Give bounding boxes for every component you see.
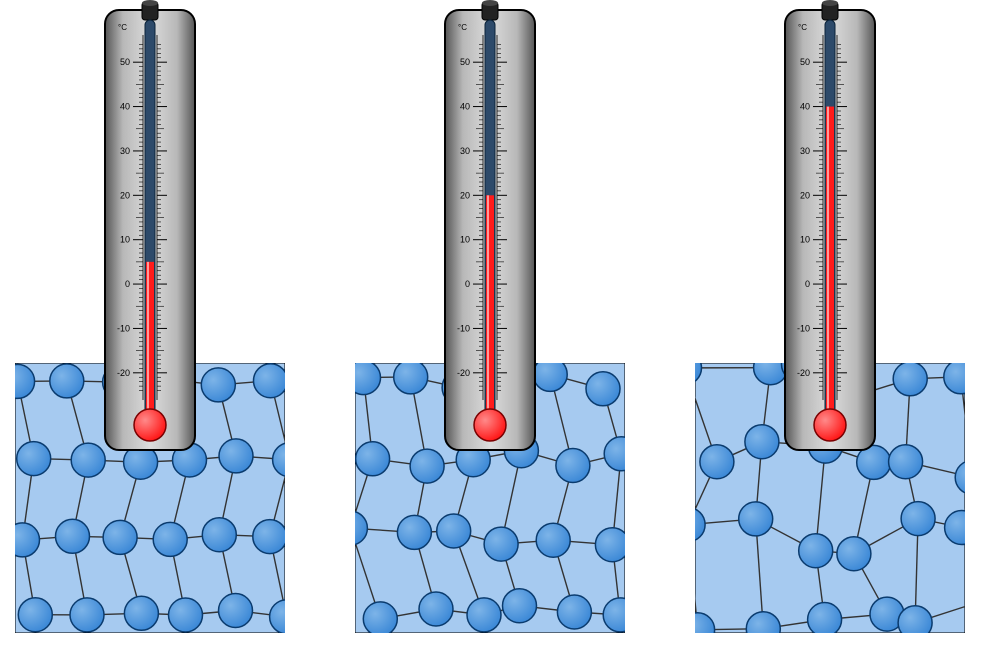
scale-label: -10 [457,323,470,333]
atom [219,594,253,628]
atom [437,514,471,548]
scale-label: 30 [460,146,470,156]
atom [556,449,590,483]
atom [18,598,52,632]
atom [50,364,84,398]
atom [169,598,203,632]
thermometer: -20 -10 0 10 20 30 40 50 °C [100,0,200,455]
scale-label: 10 [120,235,130,245]
atom [356,442,390,476]
unit-label: °C [118,23,127,32]
atom [124,596,158,630]
scale-label: 30 [800,146,810,156]
diagram-canvas: -20-1001020304050°C-20-1001020304050°C-2… [0,0,981,649]
atom [893,363,927,396]
thermometer-svg: -20 -10 0 10 20 30 40 50 °C [780,0,880,455]
panel-3: -20 -10 0 10 20 30 40 50 °C [690,0,970,649]
unit-label: °C [458,23,467,32]
atom [837,537,871,571]
scale-label: -10 [797,323,810,333]
scale-label: -20 [457,368,470,378]
atom [17,442,51,476]
scale-label: 20 [120,190,130,200]
scale-label: 0 [465,279,470,289]
atom [56,519,90,553]
scale-label: 50 [800,57,810,67]
atom [467,598,501,632]
atom [898,606,932,633]
thermometer-bulb [814,409,846,441]
atom [799,534,833,568]
scale-label: 20 [800,190,810,200]
atom [201,368,235,402]
scale-label: 50 [460,57,470,67]
thermometer-bulb [474,409,506,441]
atom [745,425,779,459]
scale-label: 30 [120,146,130,156]
scale-label: 20 [460,190,470,200]
atom [700,445,734,479]
atom [103,520,137,554]
thermometer-svg: -20 -10 0 10 20 30 40 50 °C [100,0,200,455]
scale-label: 10 [460,235,470,245]
atom [253,520,285,554]
atom [254,364,286,398]
atom [536,523,570,557]
atom [595,528,625,562]
atom [739,502,773,536]
panel-2: -20 -10 0 10 20 30 40 50 °C [350,0,630,649]
atom [484,527,518,561]
atom [397,515,431,549]
scale-label: 50 [120,57,130,67]
panel-1: -20 -10 0 10 20 30 40 50 °C [10,0,290,649]
scale-label: 10 [800,235,810,245]
scale-label: 40 [120,102,130,112]
atom [410,449,444,483]
scale-label: -20 [117,368,130,378]
thermometer: -20 -10 0 10 20 30 40 50 °C [780,0,880,455]
scale-label: 40 [800,102,810,112]
atom [153,522,187,556]
unit-label: °C [798,23,807,32]
scale-label: 0 [805,279,810,289]
thermometer-svg: -20 -10 0 10 20 30 40 50 °C [440,0,540,455]
atom [363,602,397,633]
atom [394,363,428,394]
scale-label: 0 [125,279,130,289]
scale-label: 40 [460,102,470,112]
atom [889,445,923,479]
atom [70,598,104,632]
scale-label: -20 [797,368,810,378]
atom [202,518,236,552]
atom [503,589,537,623]
atom [901,502,935,536]
atom [219,439,253,473]
thermometer: -20 -10 0 10 20 30 40 50 °C [440,0,540,455]
atom [808,603,842,634]
atom [557,595,591,629]
scale-label: -10 [117,323,130,333]
atom [586,372,620,406]
atom [419,592,453,626]
thermometer-bulb [134,409,166,441]
